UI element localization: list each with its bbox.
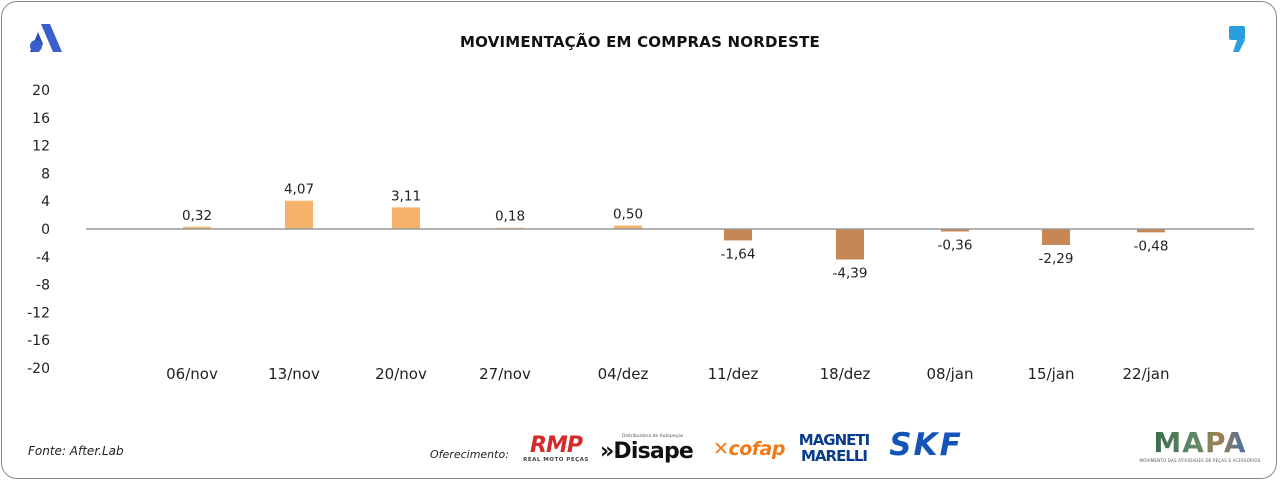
mapa-logo-subtext: MOVIMENTO DAS ATIVIDADES DE PEÇAS E ACES…	[1139, 458, 1261, 463]
bar	[285, 200, 313, 229]
bar	[941, 229, 969, 232]
data-label: 3,11	[391, 188, 421, 204]
source-note: Fonte: After.Lab	[28, 444, 124, 458]
data-label: 0,50	[613, 207, 643, 223]
bar	[614, 225, 642, 229]
data-label: 0,32	[182, 208, 212, 224]
x-axis-labels: 06/nov 13/nov 20/nov 27/nov 04/dez 11/dez 18/d…	[166, 365, 1169, 383]
comma-logo-icon	[1229, 26, 1245, 52]
data-labels: 0,32 4,07 3,11 0,18 0,50 -1,64 -4,39 -0,36 -2,29…	[182, 182, 1169, 282]
data-label: 0,18	[495, 209, 525, 225]
bar-series	[183, 200, 1165, 260]
y-axis-ticks: 20 16 12 8 4 0 -4 -8 -12 -16 -20	[27, 83, 50, 377]
disape-logo-text: »Disape	[600, 439, 694, 464]
y-tick-label: 12	[32, 139, 50, 155]
data-label: -4,39	[833, 266, 868, 282]
data-label: 4,07	[284, 182, 314, 198]
brand-a-logo-icon	[30, 24, 62, 52]
x-tick-label: 13/nov	[268, 365, 320, 383]
y-tick-label: -20	[27, 361, 50, 377]
bar	[836, 229, 864, 260]
bar	[1137, 229, 1165, 233]
cofap-logo: ✕cofap	[713, 438, 785, 460]
y-tick-label: 8	[41, 166, 50, 182]
y-tick-label: -8	[36, 278, 50, 294]
bar	[724, 229, 752, 241]
data-label: -0,36	[938, 238, 973, 254]
y-tick-label: -12	[27, 305, 50, 321]
data-label: -0,48	[1134, 238, 1169, 254]
y-tick-label: -4	[36, 250, 50, 266]
y-tick-label: -16	[27, 333, 50, 349]
rmp-logo-text: RMP	[530, 432, 583, 458]
disape-logo-subtext: Distribuidora de Autopeças	[622, 434, 684, 439]
chart-title: MOVIMENTAÇÃO EM COMPRAS NORDESTE	[460, 33, 820, 51]
bar	[392, 207, 420, 229]
magneti-marelli-logo: MAGNETI MARELLI	[798, 430, 870, 466]
data-label: -1,64	[721, 246, 756, 262]
skf-logo: SKF	[889, 427, 963, 463]
y-tick-label: 20	[32, 83, 50, 99]
x-tick-label: 22/jan	[1122, 365, 1169, 383]
x-tick-label: 15/jan	[1027, 365, 1074, 383]
disape-logo: Distribuidora de Autopeças »Disape	[600, 433, 694, 465]
mapa-logo: MAPA MOVIMENTO DAS ATIVIDADES DE PEÇAS E…	[1140, 426, 1261, 468]
bar	[183, 226, 211, 229]
sponsor-label: Oferecimento:	[430, 448, 509, 461]
rmp-logo: RMP REAL MOTO PEÇAS	[520, 433, 592, 465]
y-tick-label: 4	[41, 194, 50, 210]
x-tick-label: 27/nov	[479, 365, 531, 383]
y-tick-label: 0	[41, 222, 50, 238]
bar	[1042, 229, 1070, 245]
y-tick-label: 16	[32, 111, 50, 127]
rmp-logo-subtext: REAL MOTO PEÇAS	[523, 456, 589, 463]
mapa-logo-text: MAPA	[1153, 426, 1247, 459]
x-tick-label: 11/dez	[708, 365, 759, 383]
magneti-logo-line2: MARELLI	[800, 447, 868, 465]
magneti-logo-line1: MAGNETI	[798, 431, 870, 449]
x-tick-label: 18/dez	[820, 365, 871, 383]
x-tick-label: 20/nov	[375, 365, 427, 383]
x-tick-label: 04/dez	[598, 365, 649, 383]
data-label: -2,29	[1039, 251, 1074, 267]
x-tick-label: 06/nov	[166, 365, 218, 383]
x-tick-label: 08/jan	[926, 365, 973, 383]
